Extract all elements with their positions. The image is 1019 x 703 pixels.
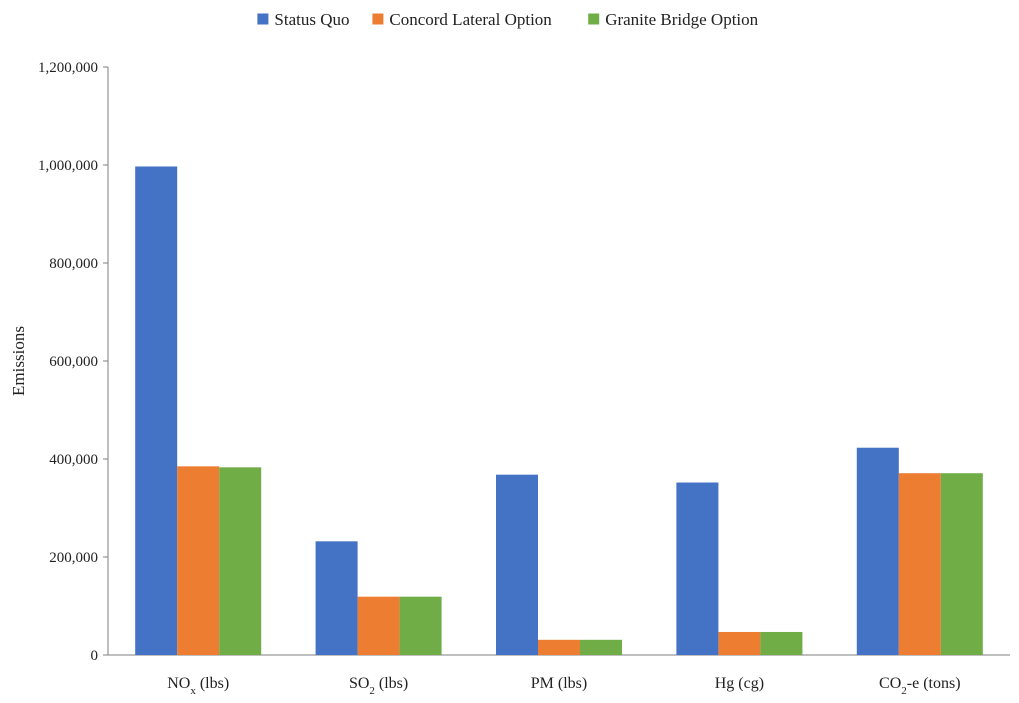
- x-category-label: SO2 (lbs): [349, 675, 408, 697]
- x-category-label: NOx (lbs): [167, 675, 229, 697]
- legend-swatch-status-quo: [257, 13, 269, 25]
- bar-status-quo: [676, 482, 719, 655]
- bars: [135, 166, 983, 655]
- bar-concord-lateral-option: [898, 473, 941, 655]
- y-tick-label: 1,000,000: [38, 158, 98, 174]
- bar-concord-lateral-option: [177, 466, 220, 655]
- y-tick-label: 1,200,000: [38, 60, 98, 76]
- y-tick-label: 600,000: [49, 354, 98, 370]
- y-axis-title: Emissions: [9, 326, 28, 396]
- bar-granite-bridge-option: [219, 467, 262, 655]
- bar-status-quo: [856, 447, 899, 655]
- x-category-label: Hg (cg): [715, 675, 764, 692]
- legend-label: Status Quo: [274, 10, 349, 29]
- bar-concord-lateral-option: [538, 639, 580, 655]
- legend: Status Quo Concord Lateral Option Granite …: [257, 10, 759, 29]
- y-tick-label: 400,000: [49, 452, 98, 468]
- bar-concord-lateral-option: [357, 596, 400, 655]
- y-tick-label: 0: [91, 648, 99, 664]
- x-axis-labels: NOx (lbs) SO2 (lbs) PM (lbs) Hg (cg) CO2-e (…: [167, 675, 960, 697]
- legend-label: Granite Bridge Option: [605, 10, 758, 29]
- bar-status-quo: [135, 166, 178, 655]
- legend-swatch-concord-lateral-option: [372, 13, 384, 25]
- bar-status-quo: [315, 541, 358, 655]
- bar-concord-lateral-option: [718, 631, 761, 655]
- y-axis-ticks: 0 200,000 400,000 600,000 800,000 1,000,000 1,…: [38, 60, 108, 664]
- bar-granite-bridge-option: [940, 473, 983, 655]
- y-tick-label: 200,000: [49, 550, 98, 566]
- legend-swatch-granite-bridge-option: [588, 13, 600, 25]
- x-category-label: CO2-e (tons): [879, 675, 961, 697]
- bar-status-quo: [496, 474, 538, 655]
- y-tick-label: 800,000: [49, 256, 98, 272]
- bar-granite-bridge-option: [399, 596, 442, 655]
- bar-granite-bridge-option: [760, 631, 803, 655]
- x-category-label: PM (lbs): [531, 675, 587, 692]
- legend-label: Concord Lateral Option: [389, 10, 552, 29]
- bar-granite-bridge-option: [580, 639, 622, 655]
